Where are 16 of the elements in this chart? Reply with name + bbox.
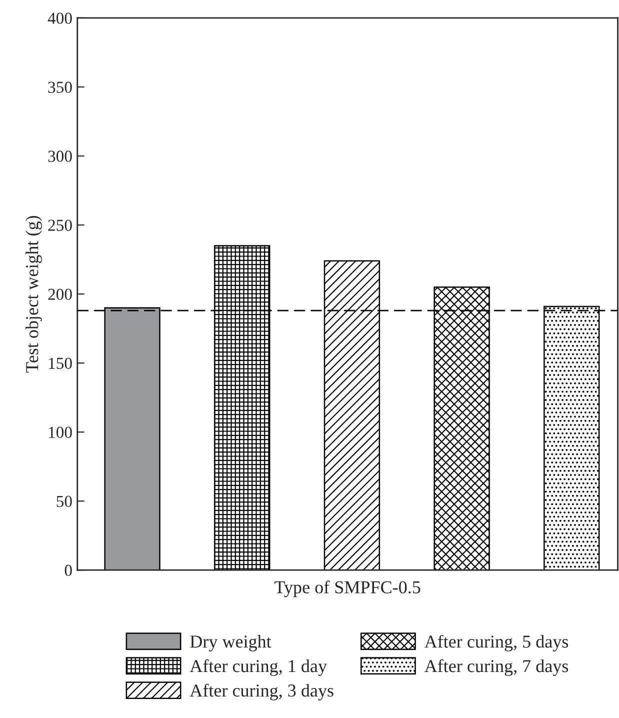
y-tick-label: 150	[48, 358, 72, 369]
y-tick-label: 200	[48, 288, 72, 300]
y-axis-title: Test object weight (g)	[26, 216, 42, 373]
y-tick-label: 100	[48, 426, 72, 438]
y-tick-label: 300	[48, 150, 72, 162]
legend-label: After curing, 5 days	[424, 634, 568, 652]
y-tick-label: 250	[48, 220, 72, 231]
legend-label: Dry weight	[190, 635, 272, 652]
y-tick-label: 350	[48, 82, 72, 93]
y-tick-label: 400	[48, 12, 72, 24]
y-tick-label: 50	[56, 496, 72, 508]
legend-label: After curing, 1 day	[190, 659, 327, 676]
legend-label: After curing, 3 days	[190, 684, 334, 700]
y-tick-label: 0	[64, 564, 72, 576]
legend-label: After curing, 7 days	[424, 659, 568, 676]
x-axis-title: Type of SMPFC-0.5	[274, 580, 420, 598]
